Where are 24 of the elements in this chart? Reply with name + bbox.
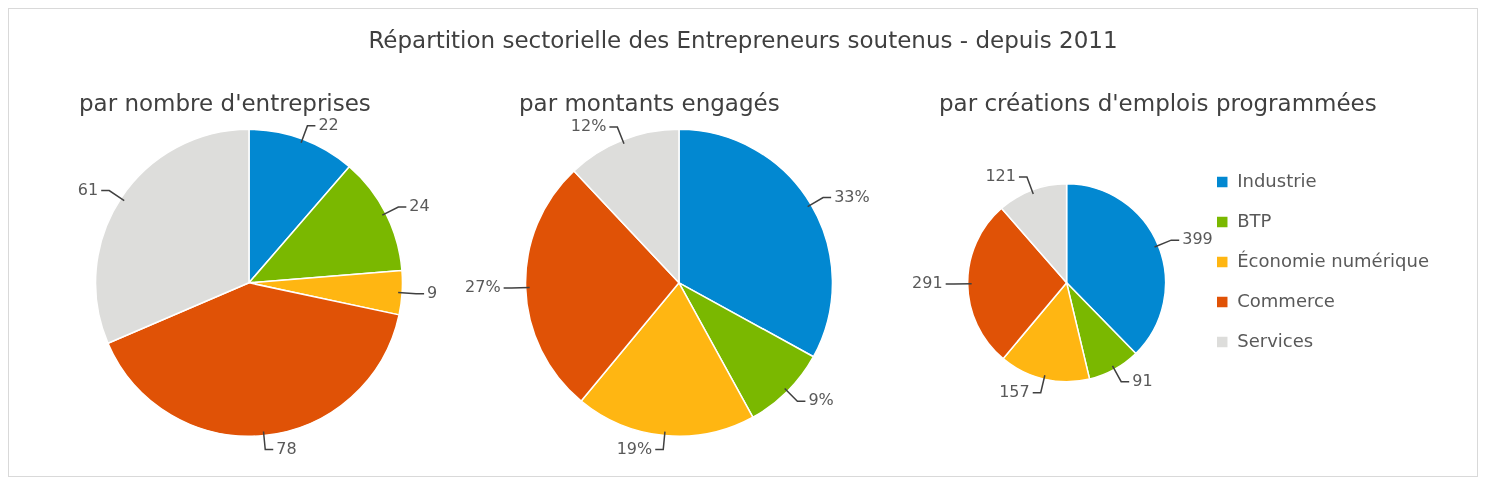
data-label: 78 <box>276 438 297 458</box>
text: Répartition sectorielle des Entrepreneurs soutenus - depuis 2011 <box>367 26 1119 55</box>
data-label: 22 <box>318 115 339 135</box>
data-label: 19% <box>616 438 653 458</box>
legend-label: Industrie <box>1237 169 1317 191</box>
data-label: 157 <box>999 381 1030 401</box>
data-label: 27% <box>465 277 501 297</box>
legend-label: Économie numérique <box>1237 249 1430 271</box>
data-label: 24 <box>409 196 430 216</box>
data-label: 91 <box>1132 370 1153 390</box>
data-label: 33% <box>834 186 870 206</box>
data-label: 399 <box>1182 229 1213 249</box>
data-label: 121 <box>985 166 1016 186</box>
chart-title: par montants engagés <box>519 89 780 116</box>
legend-label: Services <box>1237 329 1314 351</box>
chart-title: par créations d'emplois programmées <box>939 89 1377 116</box>
legend-label: BTP <box>1237 209 1272 231</box>
data-label: 291 <box>912 273 943 293</box>
data-label: 9 <box>427 282 438 302</box>
legend-label: Commerce <box>1237 289 1335 311</box>
data-label: 12% <box>570 116 607 136</box>
chart-title: par nombre d'entreprises <box>79 89 371 116</box>
data-label: 61 <box>77 179 99 199</box>
data-label: 9% <box>808 390 834 410</box>
